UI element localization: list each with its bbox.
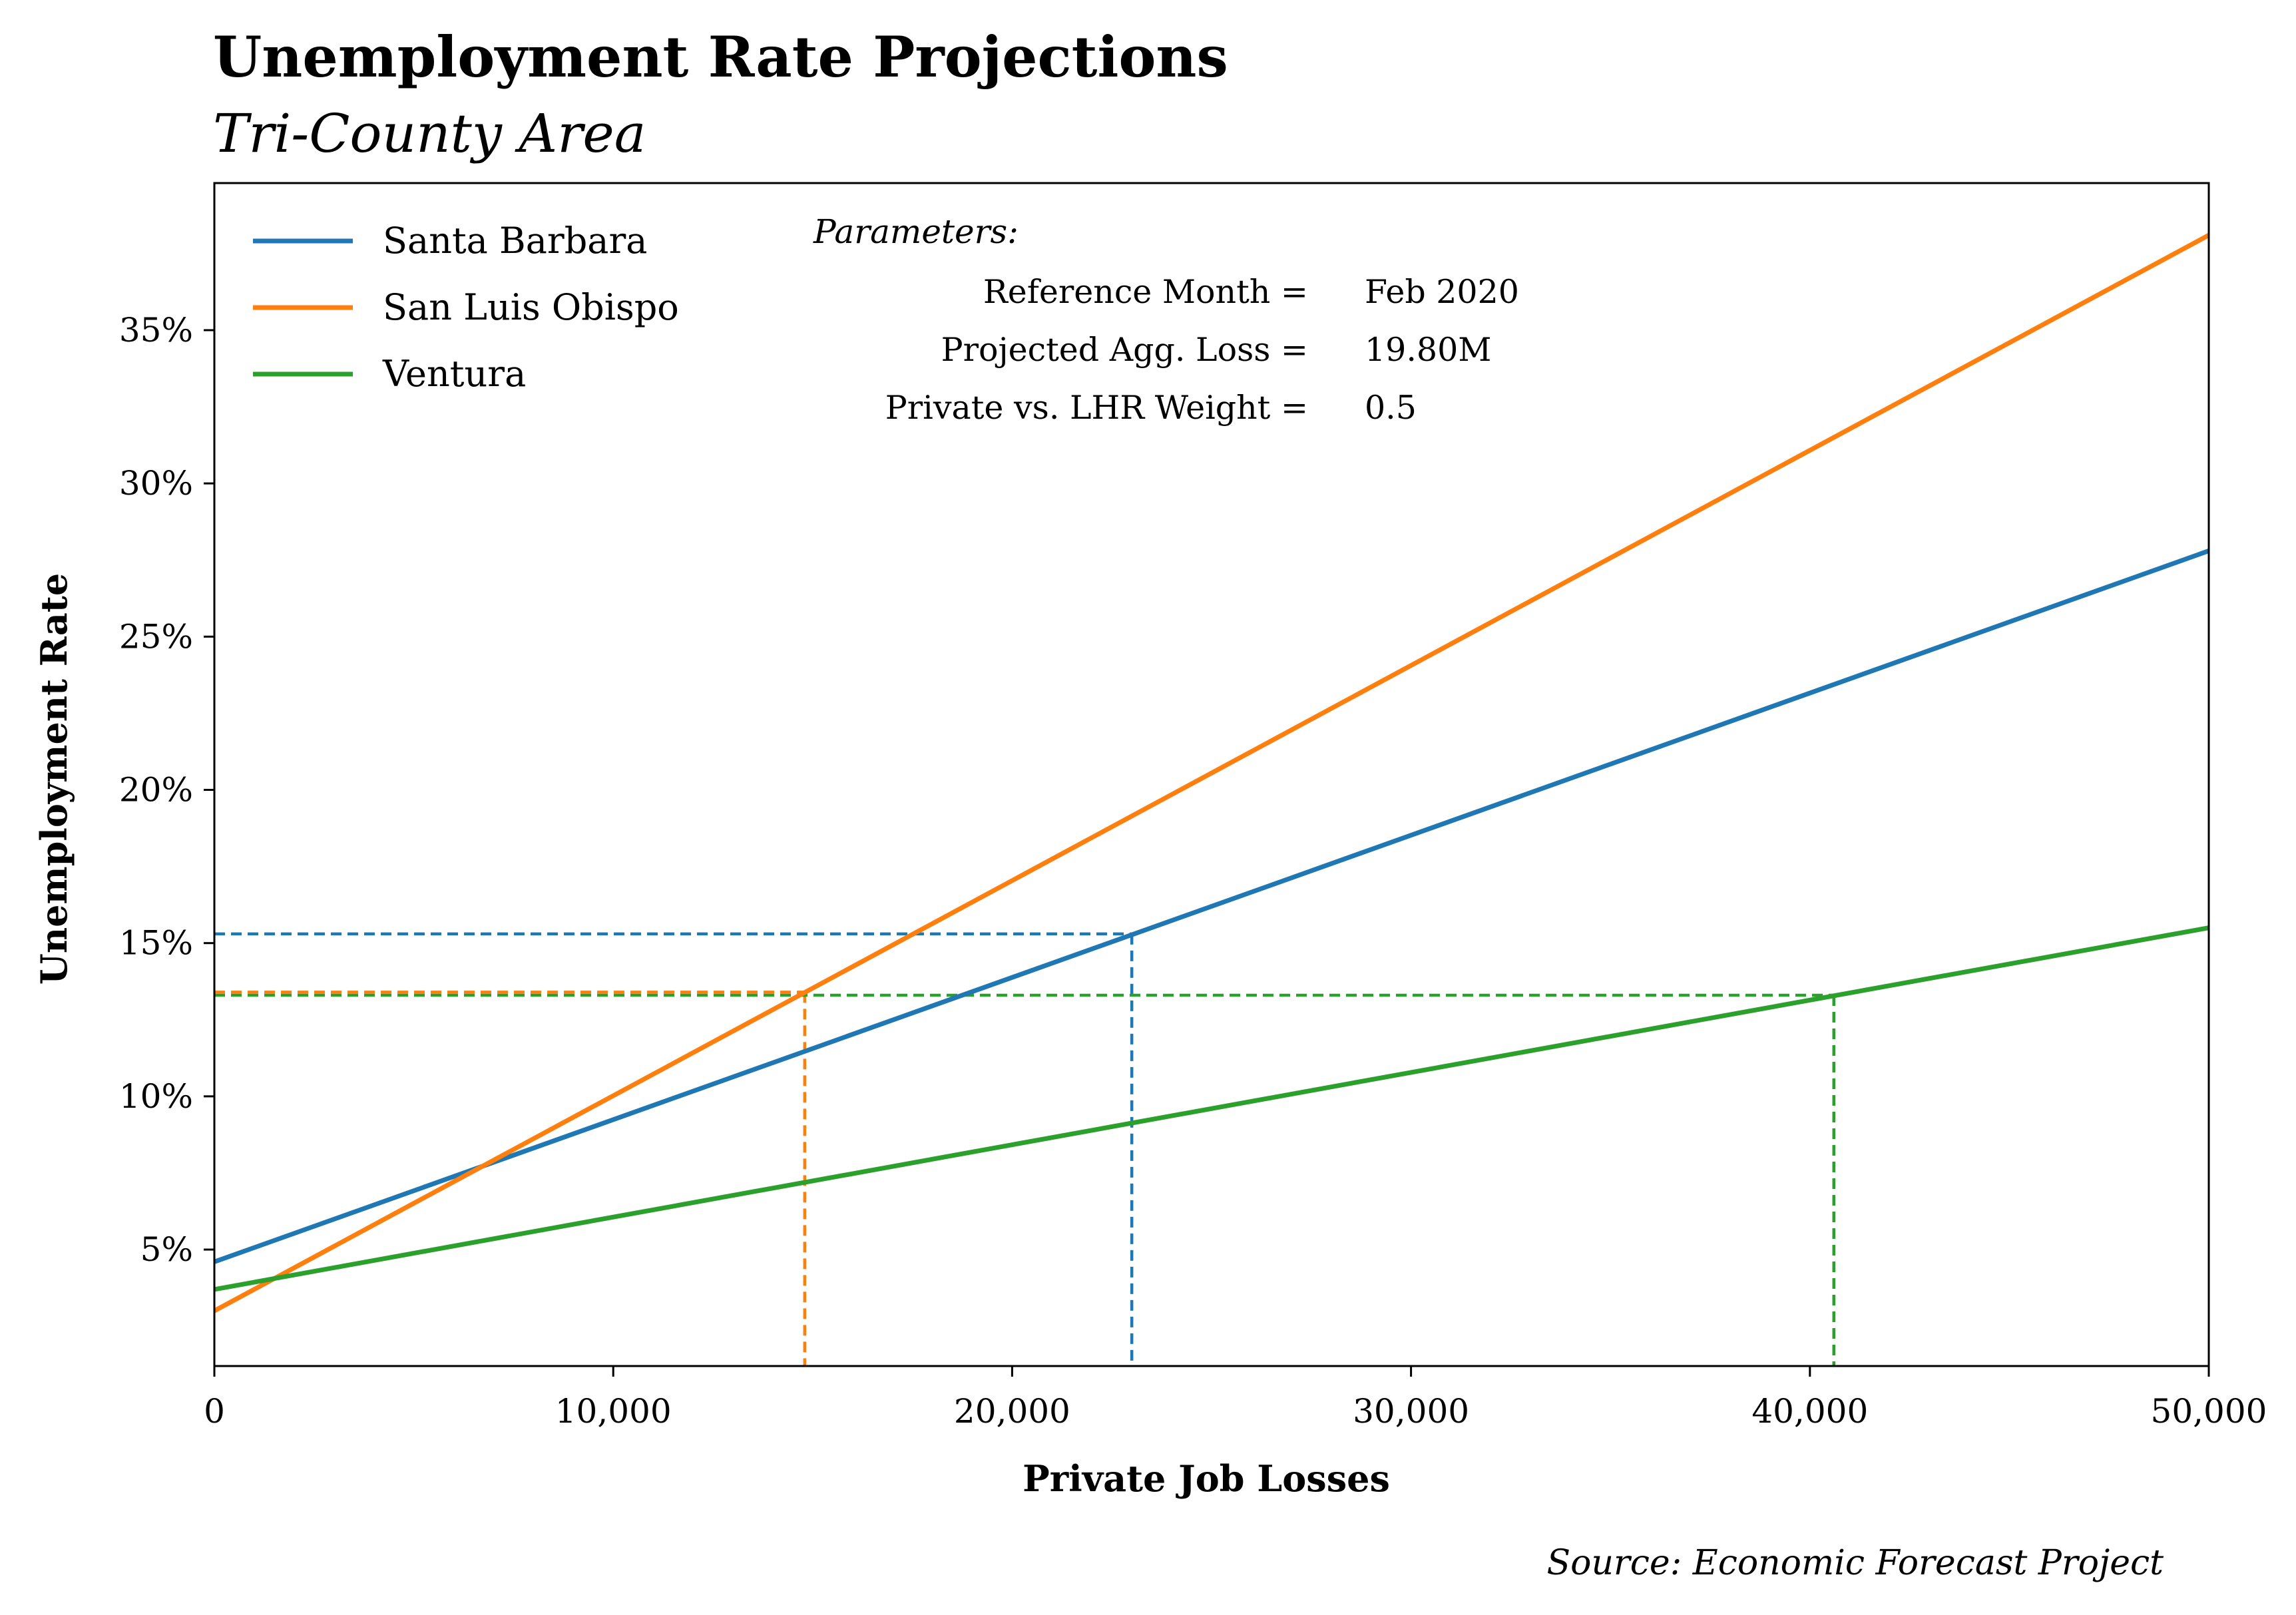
parameters-heading: Parameters: — [813, 212, 1019, 251]
y-tick-label: 20% — [119, 771, 193, 809]
x-axis-label: Private Job Losses — [1023, 1457, 1390, 1500]
x-axis: 0 10,000 20,000 30,000 40,000 50,000 — [204, 1366, 2267, 1431]
parameter-value-projected-agg-loss: 19.80M — [1365, 331, 1491, 369]
x-tick-label: 20,000 — [954, 1392, 1070, 1431]
y-tick-label: 30% — [119, 464, 193, 503]
y-tick-label: 15% — [119, 924, 193, 963]
parameter-label-reference-month: Reference Month = — [983, 273, 1308, 311]
y-tick-label: 25% — [119, 617, 193, 656]
series-line-santa-barbara — [213, 549, 2210, 1264]
x-tick-label: 30,000 — [1353, 1392, 1469, 1431]
source-note: Source: Economic Forecast Project — [1547, 1543, 2164, 1583]
legend-label-ventura: Ventura — [382, 353, 526, 395]
parameter-value-weight: 0.5 — [1365, 389, 1417, 427]
y-axis: 5% 10% 15% 20% 25% 30% 35% — [119, 311, 214, 1269]
chart-title: Unemployment Rate Projections — [213, 24, 1228, 90]
legend-label-santa-barbara: Santa Barbara — [383, 220, 648, 262]
parameters-box: Parameters: Reference Month = Feb 2020 P… — [813, 212, 1519, 427]
x-tick-label: 50,000 — [2151, 1392, 2267, 1431]
parameter-label-weight: Private vs. LHR Weight = — [885, 389, 1308, 427]
legend: Santa Barbara San Luis Obispo Ventura — [253, 220, 679, 395]
plot-frame — [213, 182, 2210, 1367]
y-tick-label: 35% — [119, 311, 193, 349]
x-tick-label: 40,000 — [1751, 1392, 1868, 1431]
parameter-value-reference-month: Feb 2020 — [1365, 273, 1519, 311]
x-tick-label: 0 — [204, 1392, 225, 1431]
legend-label-san-luis-obispo: San Luis Obispo — [383, 286, 679, 328]
x-tick-label: 10,000 — [555, 1392, 672, 1431]
y-axis-label: Unemployment Rate — [33, 573, 75, 985]
series-line-ventura — [214, 925, 2209, 1292]
plot-area — [213, 182, 2210, 1367]
parameter-label-projected-agg-loss: Projected Agg. Loss = — [941, 331, 1308, 369]
y-tick-label: 5% — [140, 1230, 193, 1269]
chart-subtitle: Tri-County Area — [213, 103, 646, 164]
y-tick-label: 10% — [119, 1077, 193, 1116]
series-line-san-luis-obispo — [213, 233, 2210, 1313]
